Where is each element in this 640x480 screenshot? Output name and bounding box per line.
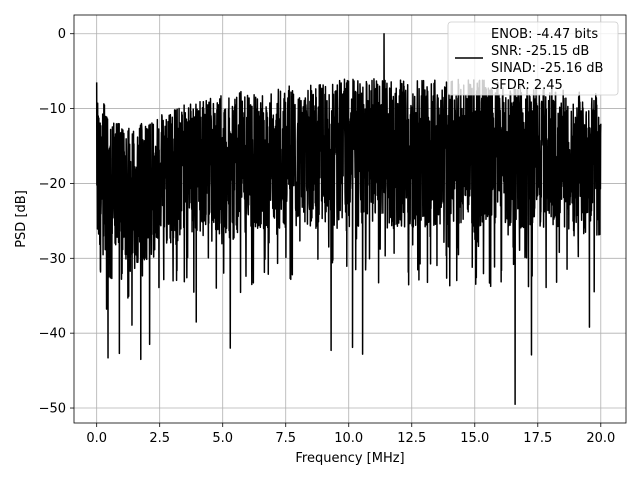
- x-tick-label: 10.0: [334, 431, 363, 446]
- plot-frame: [73, 14, 627, 424]
- y-tick-label: −30: [39, 252, 66, 267]
- y-tick-label: −50: [39, 402, 66, 417]
- y-tick-label: −20: [39, 177, 66, 192]
- x-tick-label: 12.5: [397, 431, 426, 446]
- y-axis: 0 −10 −20 −30 −40 −50: [39, 27, 74, 417]
- y-tick-label: −10: [39, 102, 66, 117]
- x-tick-label: 17.5: [523, 431, 552, 446]
- legend-entry-sfdr: SFDR: 2.45: [491, 78, 563, 93]
- x-tick-label: 5.0: [212, 431, 233, 446]
- x-axis: 0.0 2.5 5.0 7.5 10.0 12.5 15.0 17.5 20.0: [86, 423, 615, 446]
- y-tick-label: −40: [39, 327, 66, 342]
- x-tick-label: 15.0: [460, 431, 489, 446]
- legend-entry-snr: SNR: -25.15 dB: [491, 44, 589, 59]
- legend-entry-sinad: SINAD: -25.16 dB: [491, 61, 603, 76]
- y-axis-label: PSD [dB]: [14, 190, 29, 248]
- x-tick-label: 0.0: [86, 431, 107, 446]
- legend-entry-enob: ENOB: -4.47 bits: [491, 27, 598, 42]
- y-tick-label: 0: [58, 27, 66, 42]
- legend-box: [447, 21, 619, 96]
- x-tick-label: 2.5: [149, 431, 170, 446]
- psd-series-line: [95, 32, 602, 406]
- legend: ENOB: -4.47 bits SNR: -25.15 dB SINAD: -…: [447, 21, 619, 96]
- x-tick-label: 7.5: [275, 431, 296, 446]
- x-tick-label: 20.0: [586, 431, 615, 446]
- plot-area: [95, 32, 602, 406]
- x-axis-label: Frequency [MHz]: [295, 451, 404, 466]
